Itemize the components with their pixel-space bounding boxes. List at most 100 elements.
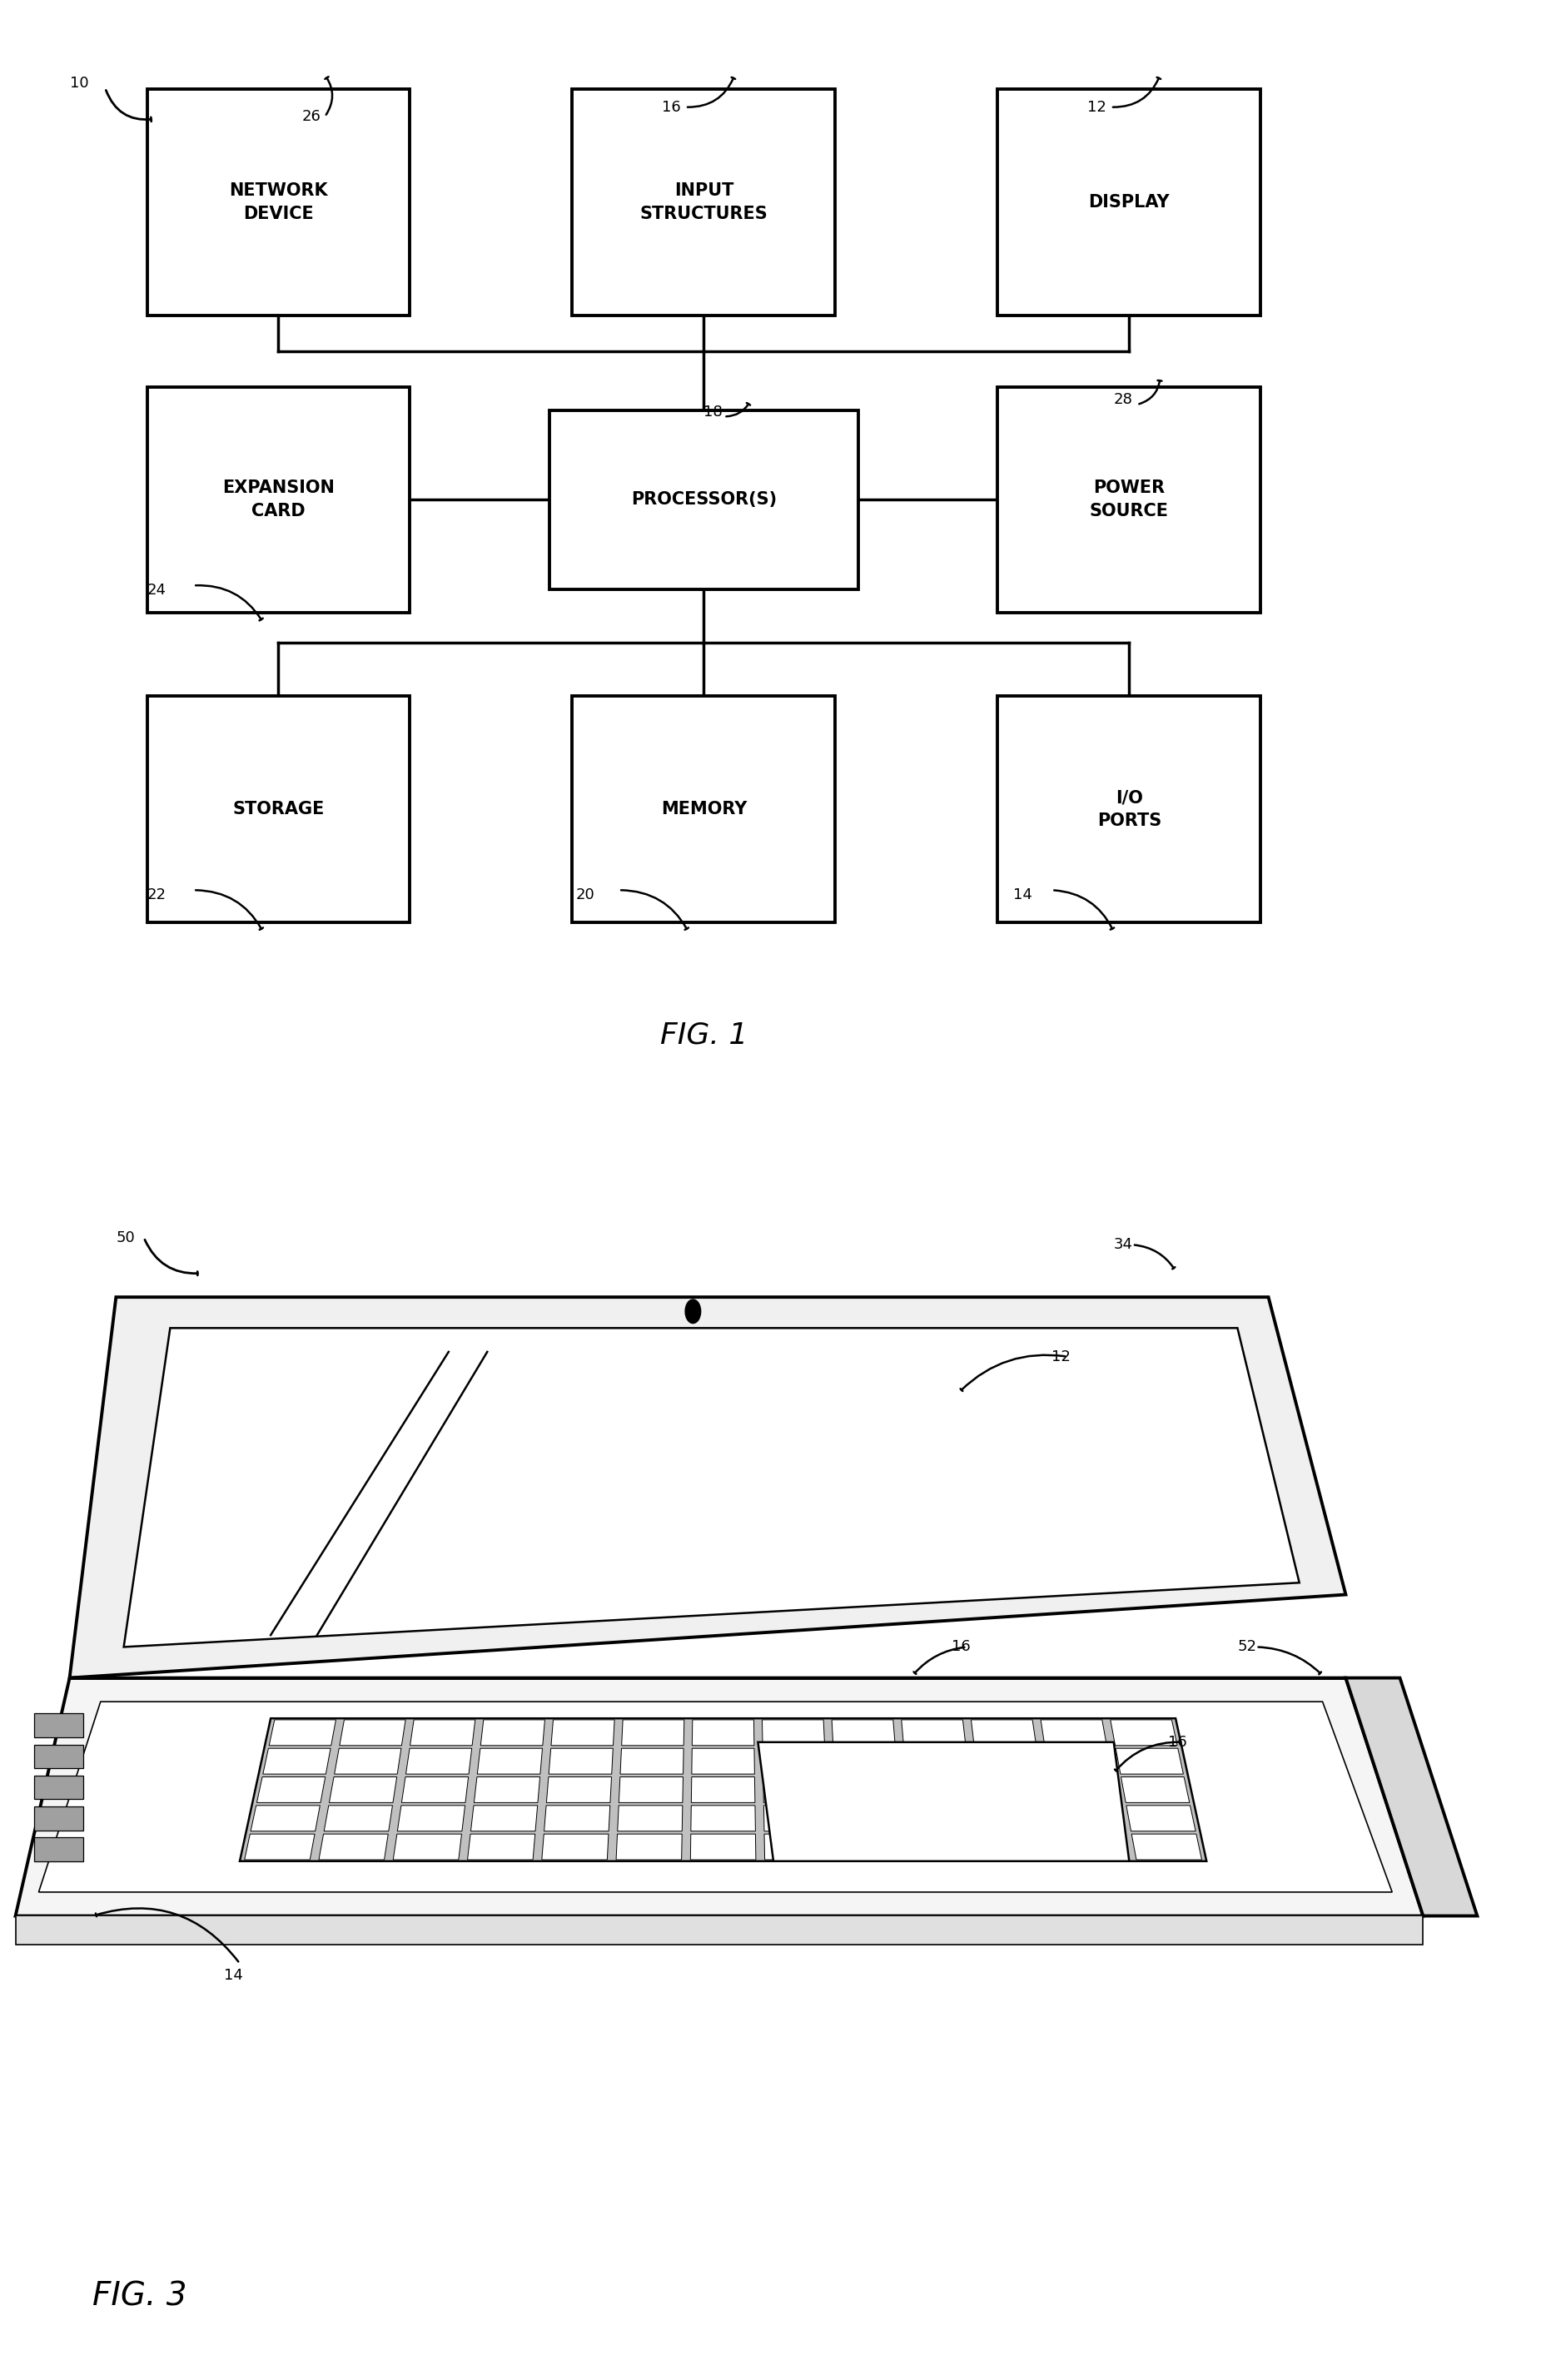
Text: 24: 24 [147,583,165,597]
Text: 12: 12 [1087,100,1105,114]
FancyBboxPatch shape [34,1837,83,1861]
Text: 20: 20 [575,888,594,902]
Polygon shape [621,1721,683,1745]
FancyBboxPatch shape [572,695,835,921]
Text: 16: 16 [951,1640,969,1654]
Polygon shape [240,1718,1206,1861]
Polygon shape [1132,1835,1201,1859]
Text: I/O
PORTS: I/O PORTS [1096,790,1161,828]
Text: 12: 12 [1051,1349,1070,1364]
FancyBboxPatch shape [147,695,410,921]
Polygon shape [762,1778,827,1802]
Polygon shape [1125,1806,1195,1830]
Text: 34: 34 [1113,1238,1132,1252]
Text: INPUT
STRUCTURES: INPUT STRUCTURES [640,183,767,221]
Polygon shape [1115,1749,1183,1773]
Polygon shape [909,1806,976,1830]
Polygon shape [901,1721,965,1745]
Polygon shape [1053,1806,1122,1830]
Polygon shape [15,1678,1422,1916]
Polygon shape [985,1835,1053,1859]
Polygon shape [764,1806,829,1830]
Polygon shape [690,1835,756,1859]
Polygon shape [620,1749,683,1773]
Polygon shape [244,1835,314,1859]
Polygon shape [838,1835,904,1859]
Text: 22: 22 [147,888,165,902]
Polygon shape [15,1916,1422,1944]
Polygon shape [329,1778,397,1802]
Polygon shape [762,1749,826,1773]
Polygon shape [323,1806,393,1830]
Polygon shape [836,1806,901,1830]
Polygon shape [911,1835,979,1859]
Text: 16: 16 [1167,1735,1186,1749]
Polygon shape [269,1721,335,1745]
Text: 14: 14 [224,1968,243,1983]
Text: FIG. 1: FIG. 1 [660,1021,747,1050]
Text: 50: 50 [116,1230,135,1245]
Polygon shape [340,1721,405,1745]
Polygon shape [762,1721,824,1745]
Polygon shape [334,1749,400,1773]
Polygon shape [971,1721,1036,1745]
Polygon shape [263,1749,331,1773]
Polygon shape [1057,1835,1127,1859]
Polygon shape [1345,1678,1476,1916]
Polygon shape [835,1778,900,1802]
Polygon shape [397,1806,465,1830]
Polygon shape [473,1778,540,1802]
Text: 18: 18 [703,405,722,419]
Polygon shape [977,1778,1044,1802]
Polygon shape [70,1297,1345,1678]
Polygon shape [832,1721,895,1745]
Polygon shape [1110,1721,1177,1745]
Polygon shape [470,1806,536,1830]
Polygon shape [758,1742,1129,1861]
FancyBboxPatch shape [34,1745,83,1768]
Polygon shape [546,1778,611,1802]
Text: FIG. 3: FIG. 3 [93,2280,187,2313]
Polygon shape [903,1749,968,1773]
FancyBboxPatch shape [997,386,1260,612]
Polygon shape [1048,1778,1116,1802]
Polygon shape [402,1778,468,1802]
Polygon shape [405,1749,472,1773]
Polygon shape [764,1835,830,1859]
FancyBboxPatch shape [572,88,835,314]
Polygon shape [124,1328,1299,1647]
Text: PROCESSOR(S): PROCESSOR(S) [631,493,776,507]
FancyBboxPatch shape [549,409,858,588]
Polygon shape [550,1721,614,1745]
Polygon shape [481,1721,544,1745]
FancyBboxPatch shape [147,386,410,612]
FancyBboxPatch shape [997,88,1260,314]
FancyBboxPatch shape [997,695,1260,921]
Polygon shape [393,1835,461,1859]
Polygon shape [906,1778,972,1802]
FancyBboxPatch shape [34,1714,83,1737]
Polygon shape [691,1721,754,1745]
Polygon shape [318,1835,388,1859]
Polygon shape [691,1806,754,1830]
Polygon shape [1045,1749,1112,1773]
FancyBboxPatch shape [34,1806,83,1830]
FancyBboxPatch shape [147,88,410,314]
FancyBboxPatch shape [34,1775,83,1799]
Polygon shape [544,1806,609,1830]
Polygon shape [39,1702,1391,1892]
Text: NETWORK
DEVICE: NETWORK DEVICE [229,183,328,221]
Text: STORAGE: STORAGE [232,802,325,816]
Polygon shape [618,1778,683,1802]
Polygon shape [980,1806,1048,1830]
Text: 16: 16 [662,100,680,114]
Polygon shape [478,1749,543,1773]
Polygon shape [257,1778,325,1802]
Text: 28: 28 [1113,393,1132,407]
Polygon shape [1040,1721,1105,1745]
Polygon shape [250,1806,320,1830]
Text: MEMORY: MEMORY [660,802,747,816]
Polygon shape [467,1835,535,1859]
Polygon shape [410,1721,475,1745]
Text: EXPANSION
CARD: EXPANSION CARD [223,481,334,519]
